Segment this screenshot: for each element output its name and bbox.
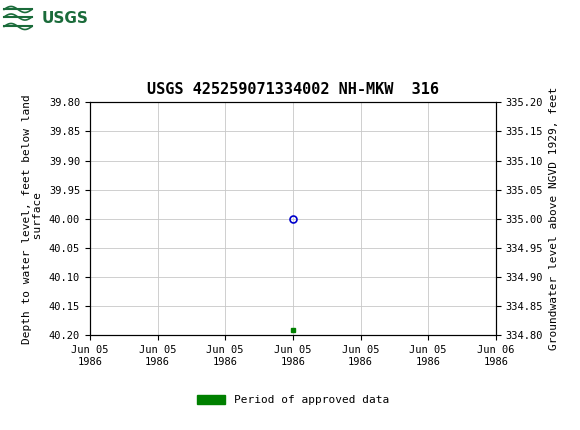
Bar (3, 3, 78, 35)
Title: USGS 425259071334002 NH-MKW  316: USGS 425259071334002 NH-MKW 316 (147, 82, 439, 97)
Y-axis label: Depth to water level, feet below land
 surface: Depth to water level, feet below land su… (22, 94, 44, 344)
Legend: Period of approved data: Period of approved data (193, 390, 393, 409)
Y-axis label: Groundwater level above NGVD 1929, feet: Groundwater level above NGVD 1929, feet (549, 87, 559, 350)
Text: USGS: USGS (42, 12, 89, 26)
